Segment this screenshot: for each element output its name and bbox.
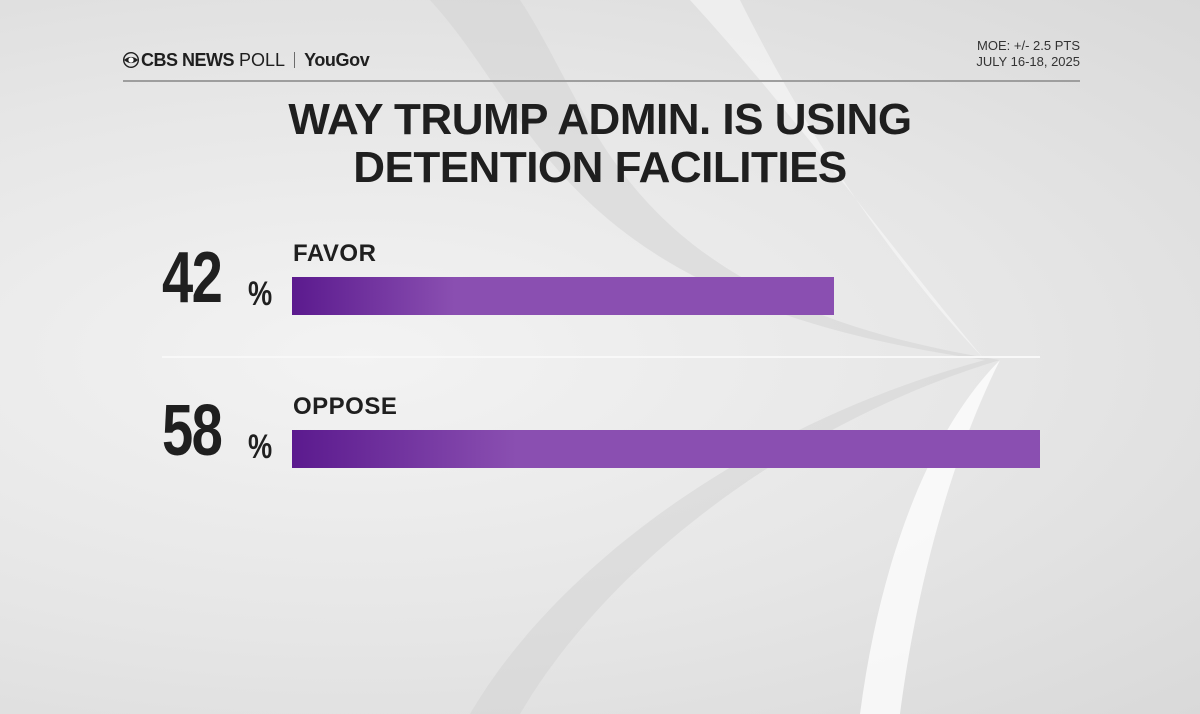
row-divider [162,356,1040,358]
bar-oppose [292,430,1040,468]
oppose-percent-sign: % [248,428,273,466]
chart-title: WAY TRUMP ADMIN. IS USING DETENTION FACI… [0,96,1200,192]
chart-title-line-2: DETENTION FACILITIES [353,143,847,192]
bar-favor [292,277,834,315]
poll-meta: MOE: +/- 2.5 PTS JULY 16-18, 2025 [976,38,1080,70]
brand-logo: CBS NEWS POLL YouGov [123,50,370,71]
brand-separator [294,52,296,68]
value-label-favor: 42 % [162,238,292,318]
brand-cbs-news: CBS NEWS [141,50,235,70]
chart-title-line-1: WAY TRUMP ADMIN. IS USING [288,95,912,144]
value-label-oppose: 58 % [162,391,292,471]
margin-of-error: MOE: +/- 2.5 PTS [977,38,1080,53]
brand-poll: POLL [239,50,286,70]
category-label-favor: FAVOR [293,240,377,267]
header-bar: CBS NEWS POLL YouGov MOE: +/- 2.5 PTS JUL… [123,38,1080,82]
favor-percent-sign: % [248,275,273,313]
favor-percent-number: 42 [162,238,223,318]
oppose-percent-number: 58 [162,391,223,471]
cbs-eye-icon [123,52,139,68]
category-label-oppose: OPPOSE [293,393,398,420]
poll-dates: JULY 16-18, 2025 [976,54,1080,69]
brand-yougov: YouGov [304,50,370,70]
